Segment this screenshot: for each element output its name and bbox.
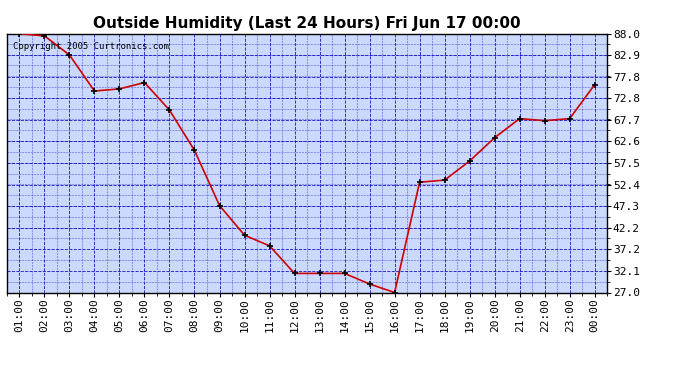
Title: Outside Humidity (Last 24 Hours) Fri Jun 17 00:00: Outside Humidity (Last 24 Hours) Fri Jun…	[93, 16, 521, 31]
Text: Copyright 2005 Curtronics.com: Copyright 2005 Curtronics.com	[13, 42, 169, 51]
